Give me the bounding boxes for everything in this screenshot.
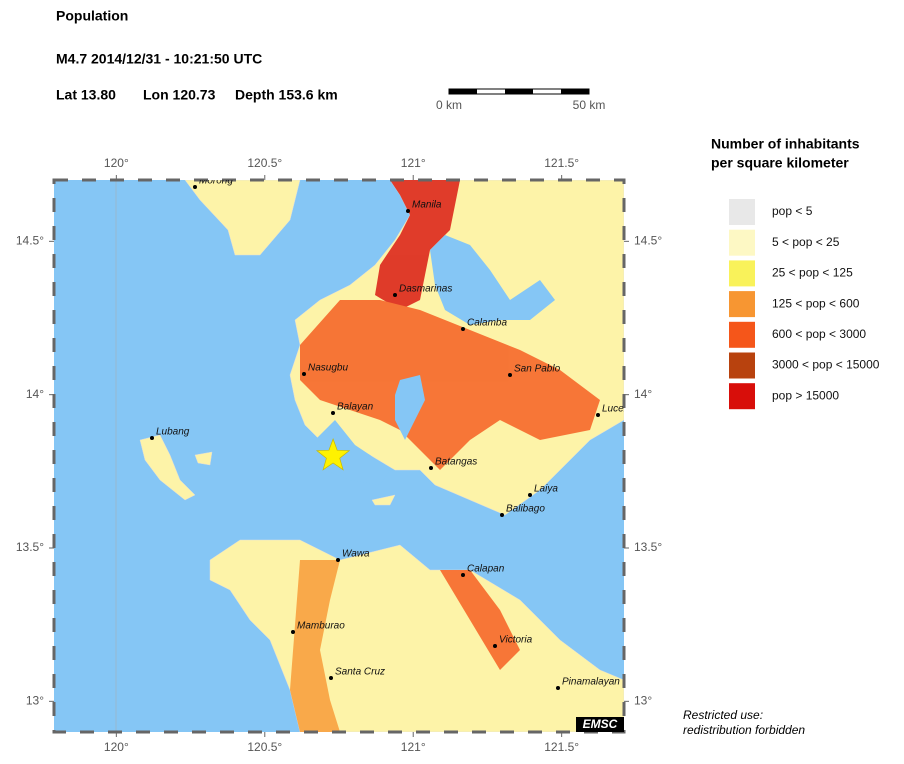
emsc-logo bbox=[576, 717, 624, 732]
y-tick-label: 14.5° bbox=[16, 234, 44, 248]
legend-swatch bbox=[729, 199, 755, 225]
x-tick-label: 121.5° bbox=[544, 156, 579, 170]
city-label: Calamba bbox=[467, 318, 507, 329]
city-label: Morong bbox=[199, 176, 233, 187]
city-label: Dasmarinas bbox=[399, 284, 452, 295]
city-label: Manila bbox=[412, 200, 442, 211]
x-tick-label: 121° bbox=[401, 740, 426, 754]
legend-label: 600 < pop < 3000 bbox=[772, 327, 866, 341]
city-label: Santa Cruz bbox=[335, 667, 385, 678]
city-dot bbox=[493, 644, 497, 648]
lon: Lon 120.73 bbox=[143, 87, 216, 103]
epicenter bbox=[315, 437, 351, 471]
city-dot bbox=[302, 372, 306, 376]
footer: Restricted use: bbox=[683, 708, 763, 722]
scale-bar bbox=[448, 88, 590, 95]
title: Population bbox=[56, 8, 128, 24]
legend-label: pop < 5 bbox=[772, 204, 813, 218]
legend-swatch bbox=[729, 321, 755, 348]
legend-label: 3000 < pop < 15000 bbox=[772, 358, 880, 372]
x-tick-label: 120.5° bbox=[247, 156, 282, 170]
city-dot bbox=[556, 686, 560, 690]
city-dot bbox=[336, 558, 340, 562]
x-tick-label: 120° bbox=[104, 740, 129, 754]
y-tick-label: 13° bbox=[634, 694, 652, 708]
city-label: Laiya bbox=[534, 484, 558, 495]
event: M4.7 2014/12/31 - 10:21:50 UTC bbox=[56, 51, 262, 67]
city-dot bbox=[406, 209, 410, 213]
y-tick-label: 13° bbox=[26, 694, 44, 708]
y-tick-label: 13.5° bbox=[16, 540, 44, 554]
city-dot bbox=[596, 413, 600, 417]
city-label: Victoria bbox=[499, 635, 533, 646]
x-tick-label: 121.5° bbox=[544, 740, 579, 754]
scale-start: 0 km bbox=[436, 98, 462, 112]
y-tick-label: 14° bbox=[26, 387, 44, 401]
legend-title: Number of inhabitants bbox=[711, 136, 860, 152]
city-dot bbox=[461, 573, 465, 577]
city-label: Lucena bbox=[602, 404, 635, 415]
city-dot bbox=[331, 411, 335, 415]
legend-label: 5 < pop < 25 bbox=[772, 235, 840, 249]
logo: EMSC bbox=[583, 717, 618, 731]
legend-swatch bbox=[729, 229, 755, 256]
city-label: Mamburao bbox=[297, 621, 345, 632]
y-tick-label: 13.5° bbox=[634, 540, 662, 554]
city-dot bbox=[528, 493, 532, 497]
y-tick-label: 14.5° bbox=[634, 234, 662, 248]
city-dot bbox=[150, 436, 154, 440]
x-tick-label: 120° bbox=[104, 156, 129, 170]
city-dot bbox=[461, 327, 465, 331]
cities: Morong Manila Dasmarinas Calamba Nasugbu San … bbox=[150, 176, 635, 690]
city-dot bbox=[429, 466, 433, 470]
city-label: San Pablo bbox=[514, 364, 561, 375]
city-dot bbox=[393, 293, 397, 297]
city-label: Pinamalayan bbox=[562, 677, 620, 688]
legend-label: 25 < pop < 125 bbox=[772, 266, 853, 280]
city-label: Wawa bbox=[342, 549, 370, 560]
city-dot bbox=[329, 676, 333, 680]
y-tick-label: 14° bbox=[634, 387, 652, 401]
legend-swatch bbox=[729, 291, 755, 318]
city-label: Lubang bbox=[156, 427, 190, 438]
x-tick-label: 120.5° bbox=[247, 740, 282, 754]
scale-end: 50 km bbox=[573, 98, 606, 112]
legend-swatch bbox=[729, 383, 755, 410]
city-label: Balibago bbox=[506, 504, 545, 515]
map-frame bbox=[52, 178, 626, 734]
legend-label: 125 < pop < 600 bbox=[772, 296, 860, 310]
legend-title: per square kilometer bbox=[711, 155, 849, 171]
city-label: Nasugbu bbox=[308, 363, 348, 374]
city-dot bbox=[193, 185, 197, 189]
legend-swatch bbox=[729, 260, 755, 287]
depth: Depth 153.6 km bbox=[235, 87, 338, 103]
footer: redistribution forbidden bbox=[683, 723, 805, 737]
legend-label: pop > 15000 bbox=[772, 388, 839, 402]
city-label: Balayan bbox=[337, 402, 374, 413]
city-label: Batangas bbox=[435, 457, 477, 468]
x-tick-label: 121° bbox=[401, 156, 426, 170]
city-label: Calapan bbox=[467, 564, 505, 575]
city-dot bbox=[508, 373, 512, 377]
lat: Lat 13.80 bbox=[56, 87, 116, 103]
legend-swatch bbox=[729, 352, 755, 379]
city-dot bbox=[291, 630, 295, 634]
city-dot bbox=[500, 513, 504, 517]
